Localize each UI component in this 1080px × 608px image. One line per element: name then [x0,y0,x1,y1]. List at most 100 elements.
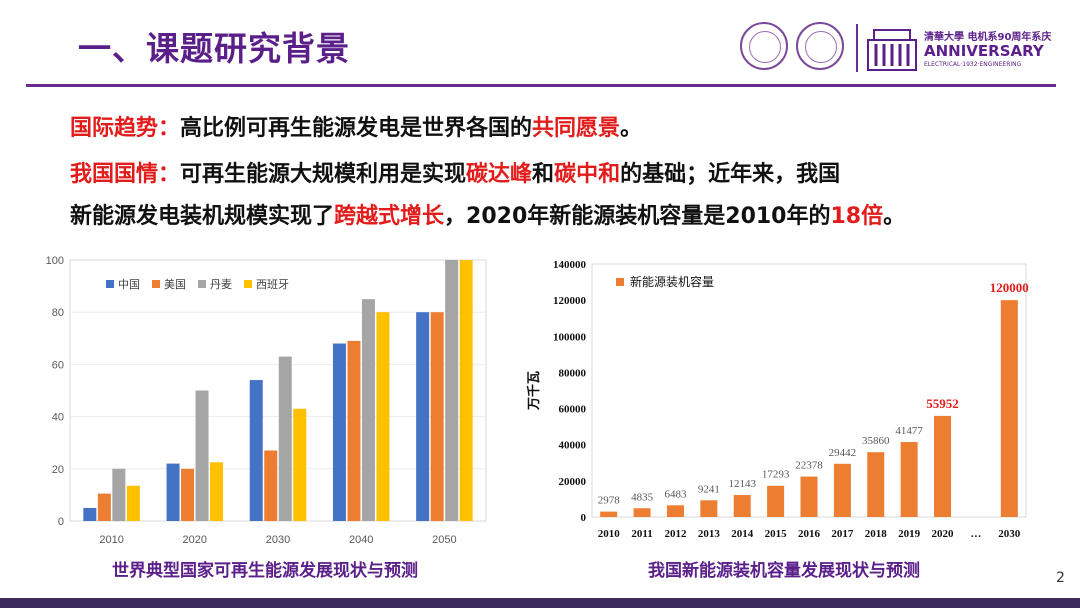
capacity-bar [600,511,618,517]
capacity-bar [934,415,952,517]
data-label: 17293 [762,469,790,481]
data-label: 55952 [926,396,959,411]
china-capacity-chart: 0 20000 40000 60000 80000 100000 120000 140000 万… [526,259,1029,540]
header-rule [26,84,1056,87]
legend-swatch [244,280,252,288]
legend-label: 丹麦 [210,278,232,291]
bar-西班牙 [293,408,307,521]
y-tick-label: 60 [52,359,64,371]
data-label: 12143 [728,478,756,490]
data-label: 4835 [631,491,654,503]
carbon-peak-highlight: 碳达峰 [466,162,533,187]
bar-美国 [430,312,444,521]
trend-end: 。 [620,116,643,141]
x-tick-label: 2020 [932,528,955,540]
data-label: 35860 [862,435,890,447]
x-tick-label: 2014 [731,528,754,540]
bar-丹麦 [445,260,459,521]
trend-line: 国际趋势：高比例可再生能源发电是世界各国的共同愿景。 [70,110,642,142]
y-tick-label: 40000 [559,440,587,452]
bar-丹麦 [361,299,375,521]
y-tick-label: 100000 [553,331,587,343]
x-tick-label: 2013 [698,528,721,540]
data-label: 2978 [598,495,621,507]
plot-frame [69,259,487,522]
legend-label: 美国 [164,278,186,291]
x-tick-label: 2012 [664,528,687,540]
x-tick-label: 2030 [266,534,290,546]
legend-label: 西班牙 [256,278,289,291]
y-tick-label: 40 [52,412,64,424]
data-label: 6483 [664,488,687,500]
bar-丹麦 [112,468,126,521]
bar-中国 [166,463,180,521]
eighteen-times-highlight: 18倍 [830,204,884,229]
bar-西班牙 [126,485,140,521]
x-tick-label: 2016 [798,528,821,540]
capacity-bar [1000,300,1018,517]
legend-swatch [106,280,114,288]
y-tick-label: 100 [46,255,64,267]
national-text-c: 的基础；近年来，我国 [620,162,841,187]
bar-西班牙 [459,260,473,521]
capacity-bar [666,505,684,517]
y-tick-label: 20000 [559,476,587,488]
y-tick-label: 0 [581,512,587,524]
legend-swatch [152,280,160,288]
growth-line: 新能源发电装机规模实现了跨越式增长，2020年新能源装机容量是2010年的18倍… [70,198,905,230]
bar-中国 [83,507,97,521]
x-tick-label: 2019 [898,528,921,540]
bar-丹麦 [195,390,209,521]
data-label: 120000 [990,280,1029,295]
national-label: 我国国情： [70,162,181,187]
growth-end: 。 [883,204,906,229]
legend-swatch [616,278,624,286]
growth-text-b: ，2020年新能源装机容量是2010年的 [444,204,831,229]
capacity-bar [867,452,885,517]
y-tick-label: 140000 [553,259,587,271]
x-tick-label: 2010 [598,528,621,540]
anniversary-line1: 清華大學 电机系90周年系庆 [924,32,1052,43]
tsinghua-seal-icon [740,22,788,70]
x-tick-label: 2040 [349,534,373,546]
bottom-bar [0,598,1080,608]
trend-text: 高比例可再生能源发电是世界各国的 [180,116,533,141]
building-logo-icon [867,29,917,71]
leap-growth-highlight: 跨越式增长 [334,204,445,229]
data-label: 41477 [895,425,923,437]
y-tick-label: 120000 [553,295,587,307]
page-number: 2 [1056,570,1065,586]
bar-美国 [347,340,361,521]
bar-中国 [249,380,263,521]
trend-label: 国际趋势： [70,116,181,141]
x-tick-label: 2020 [183,534,207,546]
legend-label: 中国 [118,278,140,291]
bar-西班牙 [376,312,390,521]
x-tick-label: 2018 [865,528,888,540]
capacity-bar [900,442,918,517]
page-title: 一、课题研究背景 [78,29,350,68]
bar-美国 [264,450,278,521]
left-chart-caption: 世界典型国家可再生能源发展现状与预测 [112,561,418,581]
legend-swatch [198,280,206,288]
capacity-bar [733,495,751,517]
y-tick-label: 60000 [559,404,587,416]
x-tick-label: 2010 [99,534,123,546]
logo-divider [856,24,858,72]
national-text-b: 和 [532,162,555,187]
right-chart-caption: 我国新能源装机容量发展现状与预测 [648,561,920,581]
national-text-a: 可再生能源大规模利用是实现 [180,162,467,187]
capacity-bar [767,485,785,517]
y-tick-label: 80000 [559,367,587,379]
anniversary-line3: ELECTRICAL·1932·ENGINEERING [924,61,1022,68]
x-tick-label: 2030 [998,528,1021,540]
capacity-bar [833,463,851,517]
bar-丹麦 [278,356,292,521]
carbon-neutral-highlight: 碳中和 [554,162,621,187]
bar-美国 [97,493,111,521]
growth-text-a: 新能源发电装机规模实现了 [70,204,335,229]
y-tick-label: 80 [52,307,64,319]
logo-group: 清華大學 电机系90周年系庆 ANNIVERSARY ELECTRICAL·19… [736,20,1066,80]
y-tick-label: 20 [52,464,64,476]
y-tick-label: 0 [58,516,64,528]
